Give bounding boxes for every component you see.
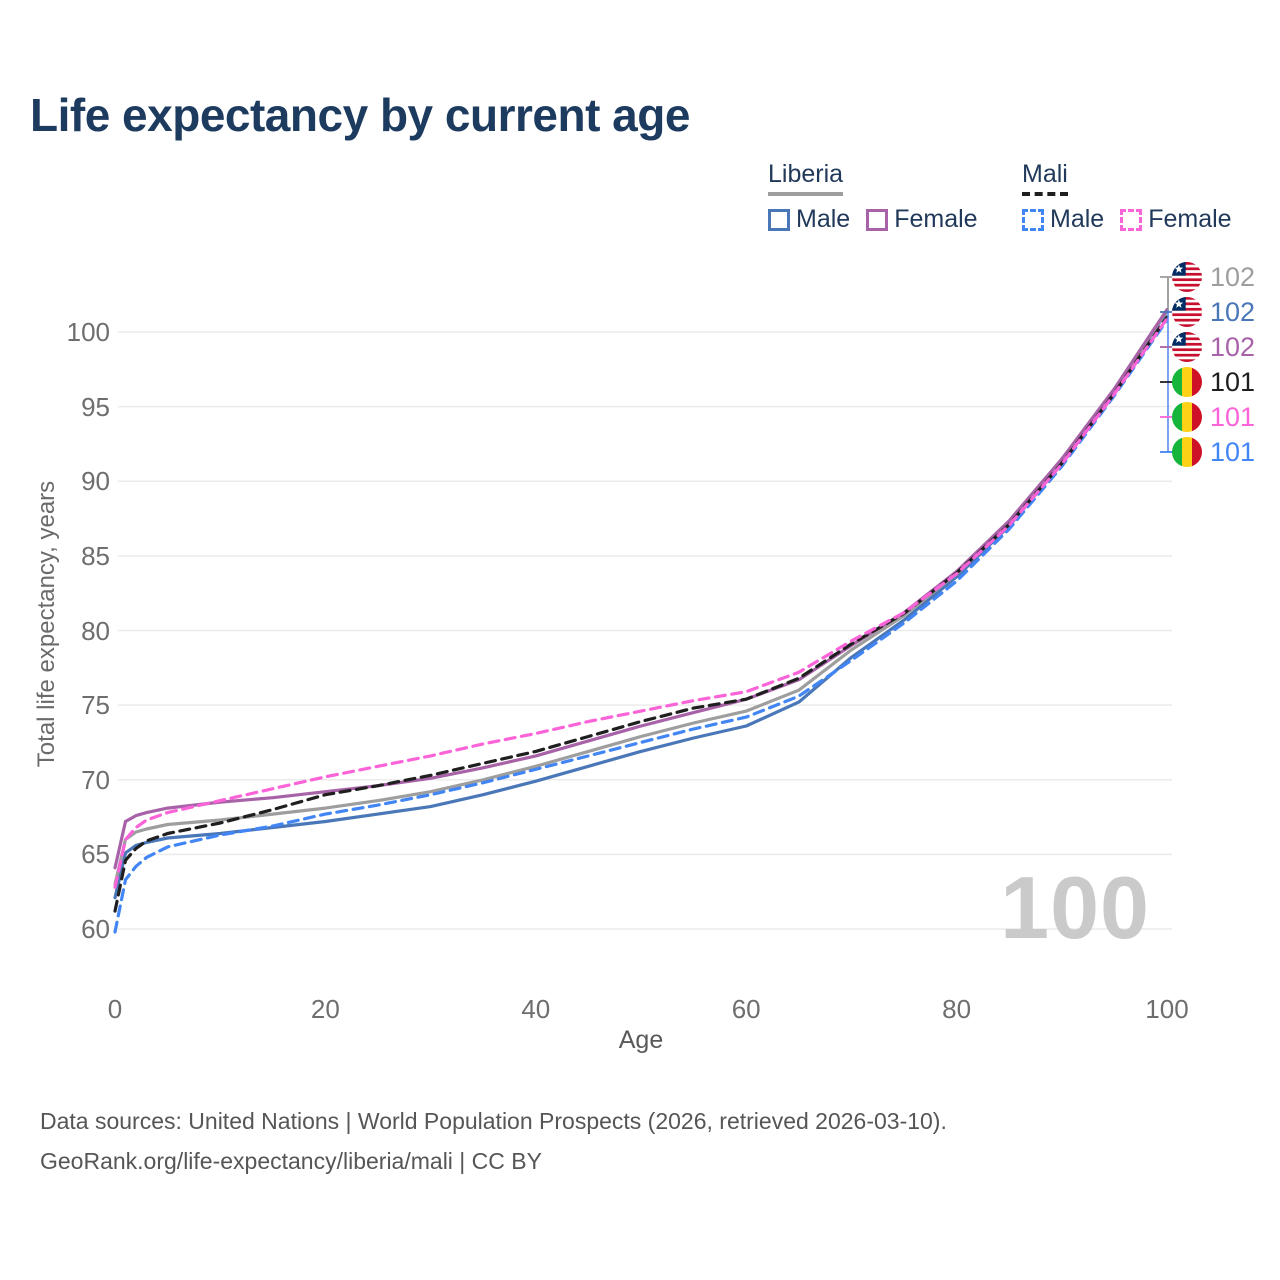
series-end-label: 101 [1172, 436, 1255, 468]
legend-country-mali[interactable]: Mali [1022, 160, 1068, 196]
series-line-liberia_female[interactable] [113, 308, 1169, 870]
legend-item-label: Male [796, 205, 851, 233]
footer-license-line: GeoRank.org/life-expectancy/liberia/mali… [40, 1148, 542, 1174]
legend-group-mali: Mali Male Female [1022, 160, 1248, 234]
footer-source-line: Data sources: United Nations | World Pop… [40, 1108, 947, 1134]
x-tick-label: 60 [731, 994, 761, 1024]
y-tick-label: 85 [81, 540, 110, 571]
legend-item-liberia-male[interactable]: Male [768, 205, 850, 234]
legend-item-label: Female [894, 205, 978, 233]
x-tick-label: 40 [521, 994, 551, 1024]
legend-item-label: Male [1050, 205, 1105, 233]
liberia-flag-icon [1172, 332, 1202, 362]
legend-swatch-mali-female [1120, 208, 1143, 231]
x-tick-label: 100 [1145, 994, 1189, 1024]
series-line-mali_female[interactable] [113, 317, 1169, 889]
series-end-value: 101 [1210, 401, 1256, 432]
liberia-flag-icon [1172, 297, 1202, 327]
legend-row-mali: Male Female [1022, 205, 1248, 234]
series-line-liberia_male[interactable] [113, 309, 1169, 900]
x-tick-label: 80 [942, 994, 972, 1024]
x-tick-label: 20 [310, 994, 340, 1024]
legend-item-mali-female[interactable]: Female [1120, 205, 1232, 234]
series-line-mali_male[interactable] [113, 318, 1169, 934]
series-end-value: 102 [1210, 261, 1256, 292]
series-end-value: 102 [1210, 331, 1256, 362]
series-end-label: 101 [1172, 401, 1255, 433]
y-tick-label: 80 [81, 615, 110, 646]
page-title: Life expectancy by current age [30, 89, 690, 141]
legend-group-liberia: Liberia Male Female [768, 160, 994, 234]
y-tick-label: 60 [81, 914, 110, 944]
series-end-value: 101 [1210, 436, 1256, 467]
mali-flag-icon [1172, 437, 1202, 467]
legend-swatch-liberia-female [866, 208, 889, 231]
age-watermark: 100 [1000, 858, 1150, 957]
liberia-flag-icon [1172, 262, 1202, 292]
y-tick-label: 95 [81, 391, 110, 422]
series-end-label: 102 [1172, 296, 1255, 328]
y-tick-label: 65 [81, 839, 110, 870]
legend-swatch-liberia-male [768, 208, 790, 231]
legend-row-liberia: Male Female [768, 205, 994, 234]
x-axis-title: Age [618, 1026, 664, 1054]
legend-swatch-mali-male [1022, 208, 1044, 231]
series-end-label: 102 [1172, 331, 1255, 363]
series-end-label: 102 [1172, 261, 1255, 293]
y-tick-label: 75 [81, 690, 110, 721]
mali-flag-icon [1172, 367, 1202, 397]
series-end-value: 101 [1210, 366, 1256, 397]
mali-flag-icon [1172, 402, 1202, 432]
x-tick-label: 0 [107, 994, 123, 1024]
series-end-label: 101 [1172, 366, 1255, 398]
legend-item-mali-male[interactable]: Male [1022, 205, 1104, 234]
series-end-value: 102 [1210, 296, 1256, 327]
y-tick-label: 100 [66, 317, 110, 347]
y-tick-label: 70 [81, 764, 110, 795]
legend-item-liberia-female[interactable]: Female [866, 205, 978, 234]
legend-country-liberia[interactable]: Liberia [768, 160, 844, 196]
y-tick-label: 90 [81, 466, 110, 497]
legend-item-label: Female [1148, 205, 1232, 233]
